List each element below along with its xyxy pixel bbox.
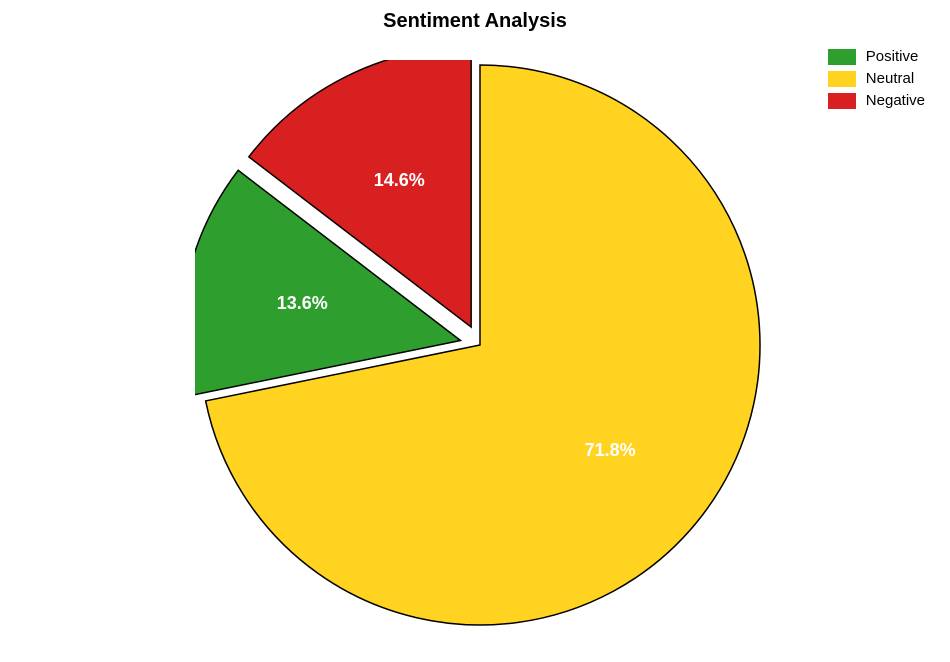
- legend-label-neutral: Neutral: [866, 70, 914, 87]
- legend-swatch-negative: [828, 93, 856, 109]
- chart-title: Sentiment Analysis: [0, 10, 950, 33]
- legend-label-positive: Positive: [866, 48, 919, 65]
- pie-chart: 71.8% 13.6% 14.6%: [195, 60, 765, 630]
- legend-swatch-neutral: [828, 71, 856, 87]
- legend-item-positive: Positive: [828, 48, 925, 65]
- slice-label-negative: 14.6%: [374, 170, 425, 190]
- legend-item-negative: Negative: [828, 92, 925, 109]
- legend: Positive Neutral Negative: [828, 48, 925, 114]
- legend-swatch-positive: [828, 49, 856, 65]
- legend-item-neutral: Neutral: [828, 70, 925, 87]
- slice-label-neutral: 71.8%: [585, 440, 636, 460]
- slice-label-positive: 13.6%: [277, 293, 328, 313]
- legend-label-negative: Negative: [866, 92, 925, 109]
